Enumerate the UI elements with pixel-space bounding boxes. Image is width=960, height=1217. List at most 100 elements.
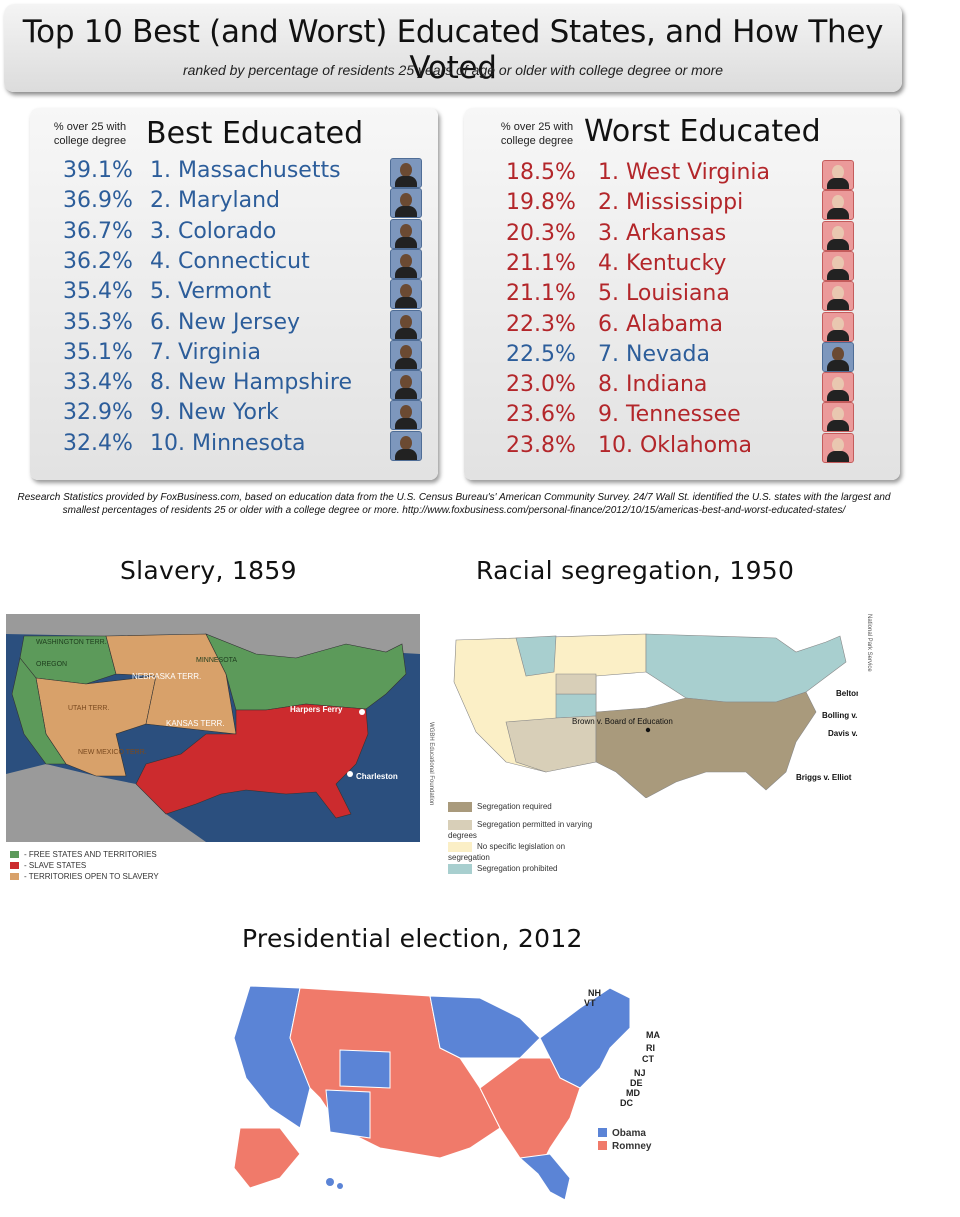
page-subtitle: ranked by percentage of residents 25 yea… [182, 62, 724, 78]
harpers-ferry-label: Harpers Ferry [290, 705, 343, 714]
portrait-face [832, 437, 844, 452]
portrait-face [400, 193, 412, 208]
slavery-credit: WGBH Educational Foundation [428, 722, 434, 806]
state-name: 7. Virginia [150, 339, 261, 365]
state-name: 6. Alabama [598, 311, 723, 337]
label-md: MD [626, 1088, 640, 1098]
segregation-legend-label: No specific legislation on segregation [448, 842, 566, 862]
portrait-face [400, 314, 412, 329]
state-name: 10. Minnesota [150, 430, 306, 456]
label-ct: CT [642, 1054, 654, 1064]
percent-value: 20.3% [506, 220, 576, 246]
washington-label: WASHINGTON TERR. [36, 639, 107, 646]
portrait-suit [395, 176, 417, 187]
state-row: 32.4% 10. Minnesota [30, 430, 438, 461]
portrait-suit [395, 388, 417, 400]
new-mexico-obama [325, 1089, 371, 1139]
best-column-header-line1: % over 25 with [53, 121, 127, 133]
state-name: 10. Oklahoma [598, 432, 752, 458]
state-row: 21.1% 4. Kentucky [464, 250, 900, 281]
label-ma: MA [646, 1030, 660, 1040]
portrait-suit [827, 390, 849, 402]
mexico [6, 764, 206, 842]
source-line-1: Research Statistics provided by FoxBusin… [17, 492, 891, 503]
percent-value: 32.4% [63, 430, 133, 456]
obama-portrait-icon [390, 248, 422, 279]
state-name: 2. Mississippi [598, 190, 744, 216]
obama-portrait-icon [390, 370, 422, 401]
segregation-legend-label: Segregation required [477, 802, 552, 811]
slavery-legend-label: - TERRITORIES OPEN TO SLAVERY [24, 872, 159, 881]
state-row: 23.6% 9. Tennessee [464, 402, 900, 433]
state-name: 3. Arkansas [598, 220, 727, 246]
romney-portrait-icon [822, 281, 854, 312]
obama-portrait-icon [390, 158, 422, 188]
portrait-suit [395, 206, 417, 218]
percent-value: 22.3% [506, 311, 576, 337]
slavery-legend-item: - TERRITORIES OPEN TO SLAVERY [10, 871, 159, 882]
percent-value: 35.4% [63, 279, 133, 305]
state-name: 1. Massachusetts [150, 158, 341, 183]
percent-value: 21.1% [506, 281, 576, 307]
state-row: 35.4% 5. Vermont [30, 279, 438, 310]
segregation-map: Brown v. Board of Education Belton (I Ge… [453, 633, 858, 798]
state-row: 20.3% 3. Arkansas [464, 220, 900, 251]
obama-portrait-icon [390, 309, 422, 340]
state-row: 36.7% 3. Colorado [30, 218, 438, 249]
portrait-suit [827, 208, 849, 220]
worst-column-header-line1: % over 25 with [500, 121, 574, 133]
romney-portrait-icon [822, 432, 854, 463]
state-row: 22.5% 7. Nevada [464, 341, 900, 372]
permitted-wyoming [555, 673, 597, 695]
new-mexico-label: NEW MEXICO TERR. [78, 749, 147, 756]
percent-value: 32.9% [63, 400, 133, 426]
slavery-legend: - FREE STATES AND TERRITORIES - SLAVE ST… [10, 849, 159, 882]
swatch-obama [598, 1128, 607, 1137]
state-row: 36.2% 4. Connecticut [30, 248, 438, 279]
swatch-prohibited [448, 863, 472, 874]
portrait-face [832, 165, 844, 179]
slavery-legend-label: - SLAVE STATES [24, 861, 87, 870]
california [11, 657, 67, 765]
state-row: 19.8% 2. Mississippi [464, 190, 900, 221]
utah-label: UTAH TERR. [68, 705, 109, 712]
label-nj: NJ [634, 1068, 646, 1078]
charleston-label: Charleston [356, 772, 398, 781]
romney-portrait-icon [822, 372, 854, 403]
portrait-suit [827, 299, 849, 311]
portrait-face [832, 195, 844, 210]
state-row: 23.0% 8. Indiana [464, 372, 900, 403]
election-map: NH VT MA RI CT NJ DE MD DC Obama Romney [233, 985, 660, 1201]
required-south [595, 691, 817, 798]
portrait-face [400, 435, 412, 450]
slavery-map: NEBRASKA TERR. KANSAS TERR. UTAH TERR. N… [6, 614, 420, 842]
percent-value: 19.8% [506, 190, 576, 216]
portrait-suit [827, 238, 849, 250]
portrait-face [400, 163, 412, 177]
obama-portrait-icon [390, 400, 422, 431]
state-name: 5. Vermont [150, 279, 271, 305]
segregation-credit: National Park Service [866, 614, 872, 672]
hawaii-obama [326, 1178, 334, 1186]
segregation-legend-label: Segregation prohibited [477, 864, 558, 873]
state-row: 32.9% 9. New York [30, 400, 438, 431]
label-vt: VT [584, 998, 596, 1008]
davis-label: Davis v. C School Bo of Prince I County [828, 729, 858, 738]
election-map-title: Presidential election, 2012 [242, 924, 583, 953]
swatch-no-legislation [448, 841, 472, 852]
worst-column-header: % over 25 with college degree [492, 120, 582, 148]
portrait-face [400, 344, 412, 359]
label-de: DE [630, 1078, 643, 1088]
southeast-romney [479, 1057, 581, 1169]
nebraska-label: NEBRASKA TERR. [132, 672, 201, 681]
segregation-legend-item: No specific legislation on segregation [448, 841, 608, 863]
oregon-label: OREGON [36, 661, 67, 668]
portrait-suit [827, 268, 849, 280]
header-banner: Top 10 Best (and Worst) Educated States,… [4, 4, 902, 92]
swatch-free [10, 851, 19, 859]
segregation-legend-item: Segregation permitted in varying degrees [448, 819, 608, 841]
portrait-face [832, 407, 844, 422]
portrait-suit [827, 420, 849, 432]
briggs-label: Briggs v. Elliot [796, 773, 852, 782]
worst-column-header-line2: college degree [500, 135, 574, 147]
